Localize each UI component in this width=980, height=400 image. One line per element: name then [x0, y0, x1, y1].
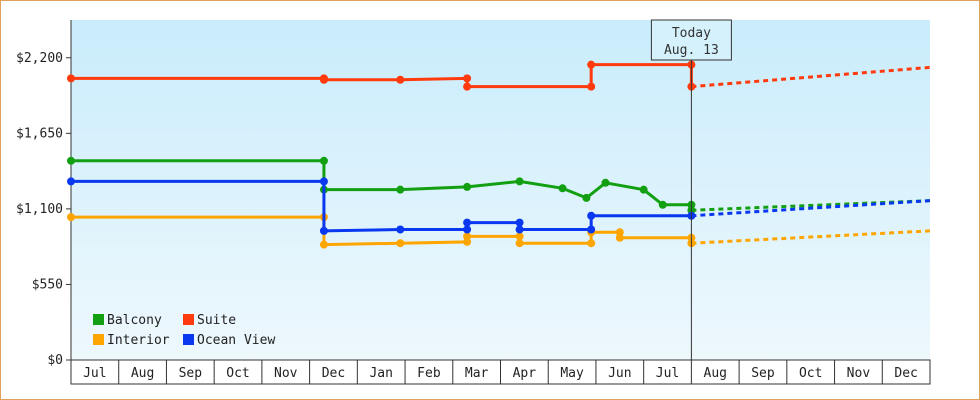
x-tick-label: Jun — [608, 366, 631, 381]
x-tick-label: Aug — [131, 366, 154, 381]
legend-item: Suite — [183, 313, 236, 328]
data-point — [587, 239, 596, 248]
x-tick-label: Jul — [656, 366, 679, 381]
legend-swatch — [183, 334, 194, 345]
data-point — [67, 156, 75, 165]
legend-label: Suite — [197, 313, 236, 328]
data-point — [319, 177, 328, 186]
today-date: Aug. 13 — [664, 43, 719, 58]
x-tick-label: Oct — [799, 366, 822, 381]
forecast-lines — [691, 65, 931, 245]
data-point — [463, 232, 472, 241]
x-tick-label: Jul — [83, 366, 106, 381]
data-point — [515, 218, 524, 227]
data-point — [319, 240, 328, 249]
data-point — [463, 237, 472, 246]
data-point — [515, 225, 524, 234]
data-point — [319, 75, 328, 84]
series-ocean-view — [67, 177, 696, 235]
legend-swatch — [93, 334, 104, 345]
plot-area — [71, 20, 930, 360]
data-point — [615, 228, 624, 237]
y-axis: $0 $550 $1,100 $1,650 $2,200 — [16, 20, 72, 368]
data-point — [319, 156, 328, 165]
y-tick-label: $550 — [32, 277, 63, 292]
x-tick-label: Dec — [894, 366, 917, 381]
forecast-line — [691, 65, 931, 89]
data-point — [558, 184, 567, 193]
x-axis: Jul Aug Sep Oct Nov Dec Jan Feb Mar Apr May Jun Jul A… — [70, 359, 931, 385]
data-point — [587, 225, 596, 234]
data-point — [463, 82, 472, 91]
x-tick-label: Sep — [751, 366, 775, 381]
legend-swatch — [183, 314, 194, 325]
y-tick-label: $2,200 — [16, 51, 63, 66]
x-tick-label: May — [560, 366, 584, 381]
x-tick-label: Jan — [369, 366, 392, 381]
data-point — [463, 74, 472, 83]
data-point — [396, 239, 405, 248]
data-point — [615, 233, 624, 242]
x-tick-label: Sep — [179, 366, 203, 381]
x-tick-label: Apr — [513, 366, 537, 381]
y-tick-label: $1,100 — [16, 202, 63, 217]
y-tick-label: $0 — [47, 353, 63, 368]
data-point — [463, 218, 472, 227]
data-point — [582, 193, 591, 202]
legend-label: Ocean View — [197, 333, 275, 348]
data-point — [515, 239, 524, 248]
x-tick-label: Nov — [847, 366, 871, 381]
y-tick-label: $1,650 — [16, 126, 63, 141]
legend: Balcony Suite Interior Ocean View — [93, 313, 275, 348]
x-tick-label: Nov — [274, 366, 298, 381]
forecast-line — [691, 229, 931, 245]
data-point — [463, 182, 472, 191]
data-point — [515, 177, 524, 186]
legend-item: Ocean View — [183, 333, 275, 348]
today-label-box — [650, 19, 732, 61]
forecast-line — [691, 199, 931, 218]
data-point — [67, 213, 75, 222]
data-point — [658, 200, 667, 209]
legend-label: Interior — [107, 333, 170, 348]
legend-swatch — [93, 314, 104, 325]
data-point — [587, 211, 596, 220]
today-label: Today — [672, 26, 711, 41]
data-point — [396, 75, 405, 84]
data-point — [639, 185, 648, 194]
data-point — [587, 82, 596, 91]
data-point — [67, 74, 75, 83]
data-point — [515, 232, 524, 241]
x-tick-label: Feb — [417, 366, 441, 381]
data-point — [396, 185, 405, 194]
legend-item: Interior — [93, 333, 170, 348]
x-tick-label: Oct — [226, 366, 249, 381]
data-point — [601, 178, 610, 187]
x-tick-label: Dec — [322, 366, 345, 381]
x-tick-label: Aug — [704, 366, 727, 381]
x-tick-label: Mar — [465, 366, 489, 381]
data-point — [396, 225, 405, 234]
legend-item: Balcony — [93, 313, 162, 328]
today-marker: Today Aug. 13 — [650, 19, 732, 360]
data-point — [463, 225, 472, 234]
data-point — [319, 226, 328, 235]
data-point — [67, 177, 75, 186]
legend-label: Balcony — [107, 313, 162, 328]
data-point — [587, 60, 596, 69]
series-interior — [67, 213, 696, 249]
